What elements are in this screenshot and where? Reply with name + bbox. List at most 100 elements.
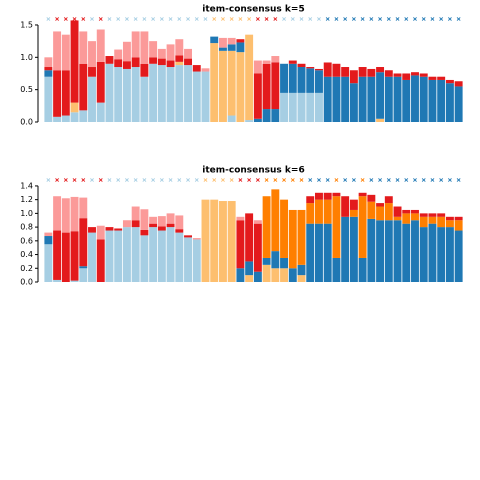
bar-segment [411, 72, 419, 76]
class-marker [378, 178, 382, 182]
class-marker-stroke [255, 178, 260, 182]
y-tick-label: 1.2 [20, 195, 33, 204]
bar-segment [218, 201, 227, 282]
bar-segment [131, 206, 140, 221]
class-marker [430, 178, 435, 182]
class-marker [343, 178, 348, 182]
class-marker [63, 178, 68, 182]
class-marker [325, 17, 330, 21]
class-marker-stroke [177, 17, 182, 21]
class-marker-stroke [404, 17, 409, 21]
bar-segment [157, 230, 166, 282]
class-marker-stroke [378, 17, 382, 21]
bar-segment [236, 220, 245, 269]
bar-segment [271, 62, 280, 110]
bar-segment [184, 48, 192, 59]
class-marker-stroke [238, 178, 243, 182]
bar-segment [53, 70, 62, 117]
class-marker [221, 17, 225, 21]
class-marker-stroke [194, 17, 199, 21]
bar-segment [105, 56, 114, 64]
class-marker [378, 17, 382, 21]
class-marker-stroke [308, 17, 313, 21]
class-marker [212, 17, 217, 21]
bar-segment [122, 61, 131, 69]
class-marker [133, 178, 138, 182]
class-marker-stroke [151, 17, 156, 21]
bar-segment [140, 229, 149, 236]
class-marker-stroke [151, 178, 156, 182]
bar-segment [166, 60, 175, 68]
class-marker-stroke [63, 17, 68, 21]
bar-segment [315, 68, 323, 71]
bar-segment [149, 227, 158, 282]
y-tick-label: 0.6 [20, 236, 33, 245]
bar-segment [218, 37, 227, 48]
bar-segment [192, 239, 201, 282]
bar-segment [105, 63, 114, 122]
bar-segment [437, 227, 446, 282]
bar-segment [323, 76, 332, 122]
bar-segment [53, 31, 62, 71]
bar-segment [323, 62, 332, 77]
class-marker [247, 178, 252, 182]
y-tick-label: 0.2 [20, 264, 33, 273]
bar-segment [166, 44, 175, 61]
bar-segment [262, 264, 271, 282]
bar-segment [166, 223, 175, 228]
class-marker [290, 178, 295, 182]
bar-segment [131, 227, 140, 282]
bar-segment [61, 70, 70, 116]
class-marker [203, 17, 208, 21]
class-marker-stroke [334, 17, 339, 21]
bar-segment [271, 56, 280, 63]
bar-segment [227, 44, 236, 51]
bar-segment [419, 227, 428, 282]
bar-segment [149, 63, 158, 122]
bar-segment [236, 216, 245, 221]
bar-segment [402, 73, 411, 80]
bar-segment [419, 73, 428, 77]
bar-segment [131, 31, 140, 58]
bar-segment [192, 238, 201, 240]
bar-segment [271, 268, 280, 282]
bar-segment [367, 68, 376, 77]
class-marker-stroke [430, 178, 435, 182]
class-marker-stroke [168, 17, 173, 21]
bar-segment [367, 218, 376, 282]
bar-segment [175, 229, 184, 233]
class-marker-stroke [221, 178, 225, 182]
y-tick-label: 0.8 [20, 223, 33, 232]
bar-segment [445, 227, 454, 282]
bar-segment [227, 115, 236, 122]
class-marker [317, 17, 321, 21]
bar-segment [140, 76, 149, 122]
class-marker-stroke [325, 17, 330, 21]
bar-segment [96, 239, 105, 282]
bar-segment [332, 192, 341, 197]
bar-segment [114, 49, 123, 60]
bar-segment [210, 36, 219, 44]
class-marker-stroke [116, 178, 121, 182]
bar-segment [349, 209, 358, 217]
class-marker [186, 17, 190, 21]
bar-segment [332, 257, 341, 282]
class-marker-stroke [299, 178, 304, 182]
bar-segment [96, 29, 105, 62]
class-marker [351, 178, 356, 182]
class-marker-stroke [55, 17, 60, 21]
bar-segment [332, 76, 341, 122]
bar-segment [227, 37, 236, 45]
bar-segment [227, 201, 236, 282]
class-marker [177, 17, 182, 21]
class-marker-stroke [142, 17, 147, 21]
class-marker-stroke [247, 178, 252, 182]
bar-segment [175, 215, 184, 230]
bar-segment [341, 216, 350, 282]
bar-segment [157, 226, 166, 231]
bar-segment [70, 231, 79, 281]
bar-segment [253, 118, 262, 122]
class-marker-stroke [351, 17, 356, 21]
class-marker-stroke [264, 17, 269, 21]
bar-segment [175, 39, 184, 56]
